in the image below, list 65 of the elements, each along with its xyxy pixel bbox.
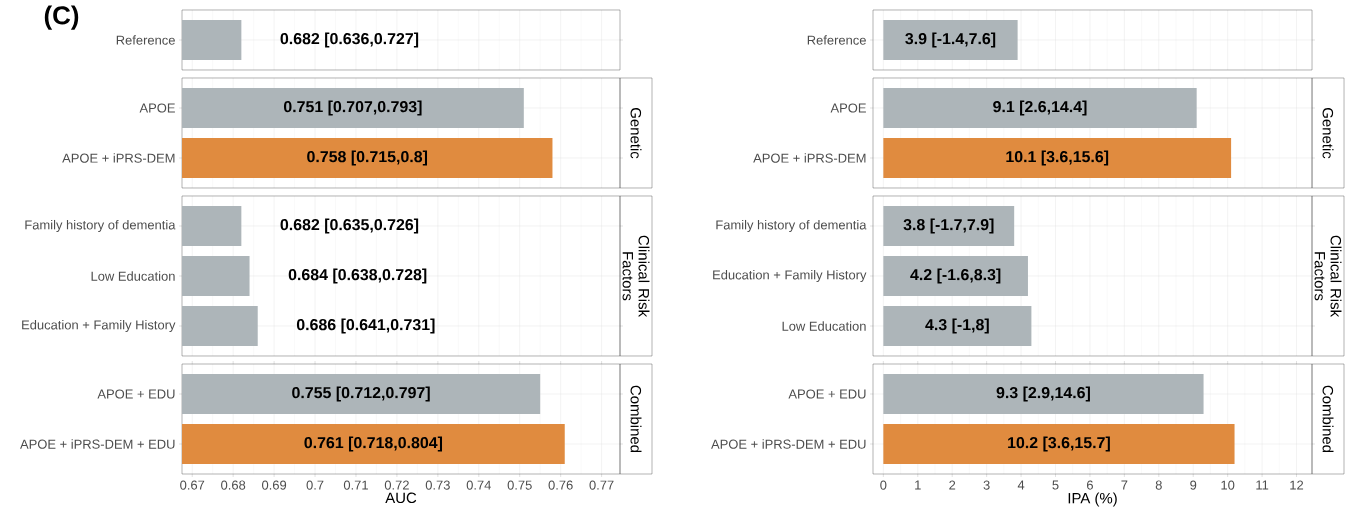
x-tick-label: 9 <box>1190 480 1197 490</box>
text: Genetic <box>1322 107 1334 159</box>
data-label: 0.682 [0.635,0.726] <box>280 218 419 234</box>
x-tick-label: 0.75 <box>507 480 532 490</box>
x-axis-title: IPA (%) <box>1068 492 1117 507</box>
y-tick-label: APOE + EDU <box>788 389 866 399</box>
data-label: 3.9 [-1.4,7.6] <box>905 32 996 48</box>
x-axis-title: AUC <box>385 492 417 504</box>
text: Genetic <box>630 108 642 159</box>
x-tick-label: 0.68 <box>221 480 246 490</box>
data-label: 9.1 [2.6,14.4] <box>993 100 1087 116</box>
x-tick-label: 2 <box>949 480 956 490</box>
data-label: 0.686 [0.641,0.731] <box>296 318 435 334</box>
y-tick-label: Reference <box>116 35 175 45</box>
text: (C) <box>44 5 79 30</box>
data-label: 4.2 [-1.6,8.3] <box>910 268 1001 284</box>
y-tick-label: APOE + iPRS-DEM + EDU <box>711 439 866 449</box>
text: Combined <box>1322 385 1334 453</box>
data-label: 4.3 [-1,8] <box>925 318 989 334</box>
x-tick-label: 4 <box>1017 480 1025 490</box>
x-tick-label: 11 <box>1256 480 1269 490</box>
y-tick-label: Low Education <box>782 321 866 331</box>
x-tick-label: 0 <box>880 480 887 490</box>
x-tick-label: 6 <box>1086 480 1093 490</box>
data-label: 9.3 [2.9,14.6] <box>996 386 1090 402</box>
x-tick-label: 5 <box>1052 480 1059 490</box>
y-tick-label: Education + Family History <box>22 319 176 333</box>
y-tick-label: APOE <box>830 103 866 113</box>
data-label: 3.8 [-1.7,7.9] <box>903 218 994 234</box>
y-tick-label: Family history of dementia <box>716 219 867 233</box>
x-tick-label: 0.73 <box>425 480 450 490</box>
x-tick-label: 0.7 <box>306 480 324 490</box>
y-tick-label: Low Education <box>91 271 175 281</box>
data-label: 0.751 [0.707,0.793] <box>283 100 422 116</box>
y-tick-label: APOE + iPRS-DEM <box>753 153 866 163</box>
x-tick-label: 7 <box>1121 480 1128 490</box>
x-tick-label: 0.69 <box>262 480 287 490</box>
x-tick-label: 0.71 <box>343 480 368 490</box>
x-tick-label: 0.67 <box>180 480 205 490</box>
x-tick-label: 0.74 <box>466 480 492 490</box>
data-label: 0.758 [0.715,0.8] <box>307 150 428 166</box>
y-tick-label: APOE + iPRS-DEM + EDU <box>20 439 175 449</box>
text: Combined <box>630 385 642 453</box>
text: Clinical Risk Factors <box>622 235 650 318</box>
y-tick-label: APOE + iPRS-DEM <box>62 153 175 163</box>
text: Clinical Risk Factors <box>1314 235 1342 318</box>
x-tick-label: 0.76 <box>548 480 573 490</box>
x-tick-label: 0.77 <box>589 480 614 490</box>
y-tick-label: Reference <box>807 35 866 45</box>
y-tick-label: APOE + EDU <box>97 389 175 399</box>
x-tick-label: 8 <box>1155 480 1162 490</box>
data-label: 0.755 [0.712,0.797] <box>292 386 430 402</box>
y-tick-label: Education + Family History <box>713 269 867 283</box>
y-tick-label: APOE <box>139 103 175 113</box>
data-label: 10.1 [3.6,15.6] <box>1006 150 1109 166</box>
x-tick-label: 10 <box>1221 480 1235 490</box>
data-label: 0.682 [0.636,0.727] <box>280 32 419 48</box>
data-label: 0.761 [0.718,0.804] <box>304 436 443 452</box>
x-tick-label: 12 <box>1290 480 1304 490</box>
x-tick-label: 0.72 <box>384 480 409 490</box>
y-tick-label: Family history of dementia <box>25 219 176 233</box>
data-label: 0.684 [0.638,0.728] <box>288 268 427 284</box>
data-label: 10.2 [3.6,15.7] <box>1008 436 1110 452</box>
x-tick-label: 1 <box>915 480 921 490</box>
x-tick-label: 3 <box>983 480 990 490</box>
